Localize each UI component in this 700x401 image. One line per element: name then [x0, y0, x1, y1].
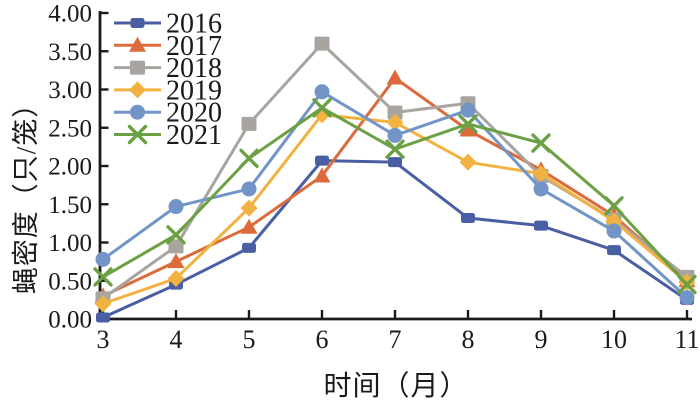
- y-tick-label: 3.00: [48, 77, 92, 104]
- legend-item-2017: 2017: [114, 31, 222, 62]
- legend-item-2020: 2020: [114, 98, 222, 129]
- series-2019-point: [532, 165, 550, 183]
- series-2021-point: [166, 225, 186, 245]
- series-2020-point: [168, 199, 184, 215]
- series-2020-point: [606, 223, 622, 239]
- legend-label: 2020: [166, 98, 222, 129]
- series-2017-point: [240, 218, 258, 234]
- legend-marker-diamond: [129, 81, 146, 99]
- y-tick-label: 2.50: [48, 115, 92, 142]
- series-2019-point: [386, 113, 404, 131]
- series-2016-point: [534, 220, 548, 231]
- series-2019-point: [459, 153, 477, 171]
- x-tick-label: 7: [389, 325, 402, 354]
- series-2018-point: [241, 116, 257, 131]
- x-tick-label: 9: [535, 325, 548, 354]
- y-tick-label: 3.50: [48, 39, 92, 66]
- series-2021: [93, 98, 697, 295]
- y-tick-label: 4.00: [48, 1, 92, 28]
- legend-label: 2017: [166, 31, 222, 62]
- y-tick-label: 1.50: [48, 192, 92, 219]
- series-2018-point: [168, 239, 184, 254]
- series-2020: [95, 84, 695, 306]
- series-2016-point: [315, 155, 329, 166]
- legend-item-2018: 2018: [114, 53, 222, 84]
- legend-marker-triangle: [129, 36, 146, 52]
- legend-label: 2018: [166, 53, 222, 84]
- series-2021-point: [93, 267, 113, 287]
- series-2020-point: [314, 84, 330, 100]
- y-tick-label: 0.50: [48, 268, 92, 295]
- series-2017-point: [167, 253, 185, 269]
- series-2016-point: [461, 213, 475, 224]
- x-tick-label: 10: [601, 325, 627, 354]
- x-tick-label: 4: [170, 325, 183, 354]
- series-2018-point: [387, 105, 403, 120]
- series-2021-point: [604, 196, 624, 216]
- series-2016-point: [607, 245, 621, 256]
- series-2021-point: [531, 133, 551, 153]
- series-2021-point: [312, 98, 332, 118]
- series-2021-point: [239, 148, 259, 169]
- legend-label: 2019: [166, 75, 222, 106]
- series-2020-point: [533, 181, 549, 197]
- series-2019-point: [240, 199, 258, 217]
- series-2021-point: [458, 114, 478, 134]
- series-2018-point: [314, 36, 330, 51]
- series-2020-point: [387, 127, 403, 143]
- series-2017-point: [313, 167, 331, 183]
- legend-label: 2016: [166, 9, 222, 40]
- series-2016-point: [96, 312, 110, 323]
- legend-item-2021: 2021: [114, 120, 222, 151]
- legend-marker-x: [127, 124, 148, 145]
- series-2019-point: [94, 295, 112, 313]
- series-2016-point: [388, 157, 402, 168]
- series-2021-point: [385, 139, 405, 159]
- legend-item-2016: 2016: [114, 9, 222, 40]
- x-tick-label: 8: [462, 325, 475, 354]
- series-2020-point: [460, 102, 476, 118]
- series-2020-point: [241, 181, 257, 197]
- legend-marker-square: [130, 60, 145, 75]
- y-tick-label: 0.00: [48, 307, 92, 334]
- series-2016-line: [102, 159, 688, 319]
- y-tick-label: 1.00: [48, 230, 92, 257]
- series-2020-point: [95, 251, 111, 267]
- x-tick-label: 5: [243, 325, 256, 354]
- series-2019: [94, 106, 696, 313]
- series-2016: [96, 155, 694, 323]
- series-2016-point: [242, 242, 256, 253]
- x-tick-label: 3: [97, 325, 110, 354]
- x-tick-label: 11: [674, 325, 699, 354]
- legend-item-2019: 2019: [114, 75, 222, 106]
- legend-label: 2021: [166, 120, 222, 151]
- series-2017-point: [459, 121, 477, 137]
- legend-marker-square-small: [130, 18, 145, 28]
- x-tick-label: 6: [316, 325, 329, 354]
- y-tick-label: 2.00: [48, 154, 92, 181]
- x-axis-title: 时间（月）: [323, 371, 469, 401]
- series-2019-point: [167, 269, 185, 287]
- series-2021-point: [677, 274, 697, 295]
- y-axis-title: 蝇密度（只/笼）: [11, 89, 41, 295]
- legend-marker-circle: [130, 104, 145, 120]
- series-2017-point: [386, 69, 404, 85]
- series-2020-point: [679, 290, 695, 306]
